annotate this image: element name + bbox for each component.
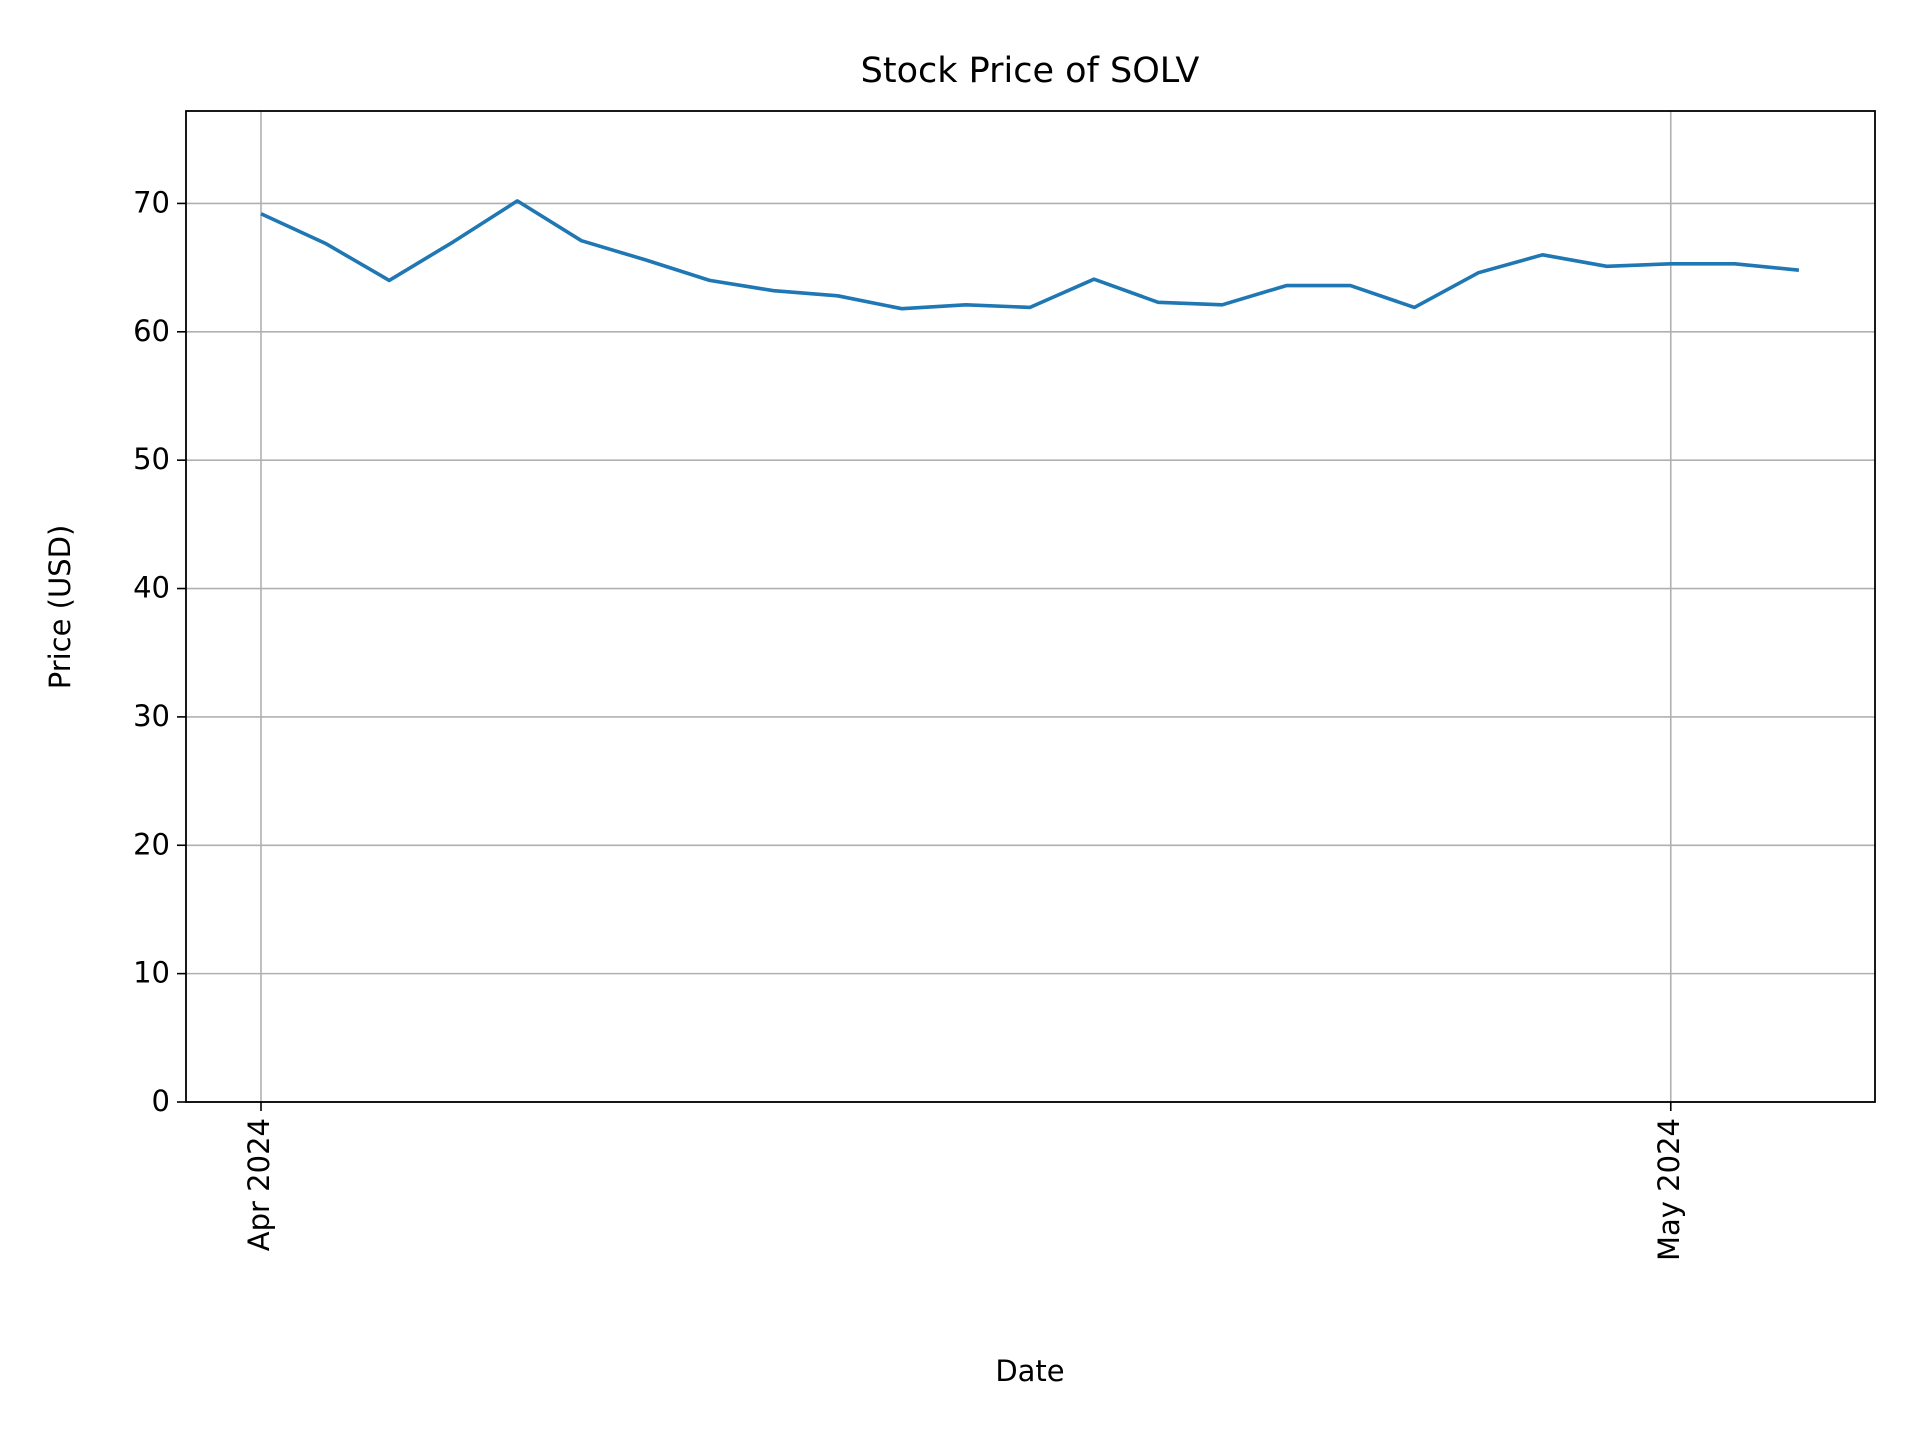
y-tick-label: 0 xyxy=(152,1084,170,1118)
y-tick-label: 20 xyxy=(133,827,170,861)
y-axis-label: Price (USD) xyxy=(43,525,77,690)
plot-frame xyxy=(185,110,1876,1103)
price-line xyxy=(260,199,1800,311)
y-tick-label: 30 xyxy=(133,699,170,733)
y-tick-label: 10 xyxy=(133,956,170,990)
x-tick-label: Apr 2024 xyxy=(242,1118,276,1251)
y-tick-label: 70 xyxy=(133,185,170,219)
x-axis-label: Date xyxy=(995,1354,1064,1388)
y-tick-label: 50 xyxy=(133,442,170,476)
x-tick-label: May 2024 xyxy=(1652,1118,1686,1261)
chart-title: Stock Price of SOLV xyxy=(861,51,1200,91)
y-tick-label: 40 xyxy=(133,571,170,605)
y-tick-label: 60 xyxy=(133,314,170,348)
